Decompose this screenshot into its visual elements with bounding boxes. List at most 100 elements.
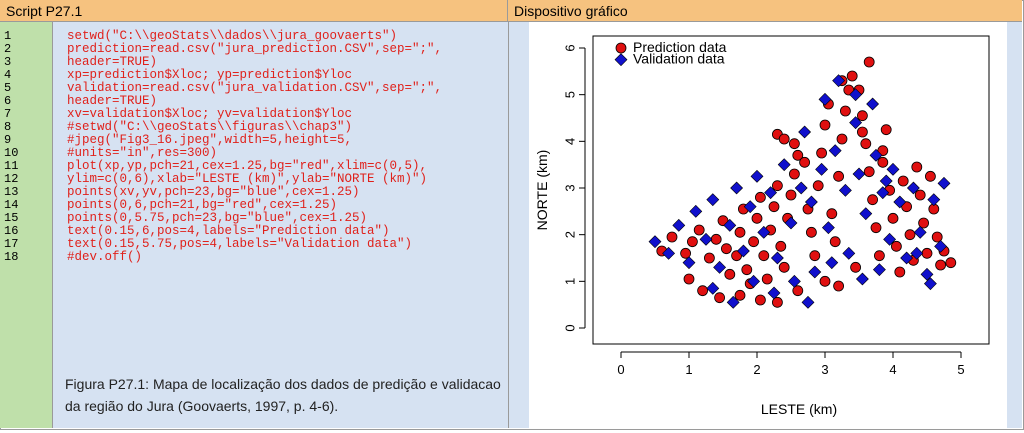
line-number: 14 xyxy=(4,198,19,212)
validation-point xyxy=(784,216,798,230)
prediction-point xyxy=(720,243,732,255)
prediction-point xyxy=(703,252,715,264)
line-number: 8 xyxy=(4,120,12,134)
code-line: text(0.15,6,pos=4,labels="Prediction dat… xyxy=(67,224,390,238)
legend-prediction-marker xyxy=(615,42,627,54)
prediction-point xyxy=(805,226,817,238)
prediction-point xyxy=(819,275,831,287)
validation-point xyxy=(726,295,740,309)
prediction-point xyxy=(754,294,766,306)
validation-point xyxy=(869,148,883,162)
validation-point xyxy=(872,263,886,277)
prediction-point xyxy=(833,280,845,292)
plot-box xyxy=(592,35,990,345)
prediction-point xyxy=(717,215,729,227)
legend-validation-label: Validation data xyxy=(633,51,725,67)
prediction-point xyxy=(816,147,828,159)
line-number: 10 xyxy=(4,146,19,160)
line-number: 9 xyxy=(4,133,12,147)
validation-point xyxy=(818,92,832,106)
figure-caption: Figura P27.1: Mapa de localização dos da… xyxy=(65,376,501,414)
prediction-point xyxy=(833,170,845,182)
line-number: 17 xyxy=(4,237,19,251)
x-tick-label: 3 xyxy=(821,362,828,377)
prediction-point xyxy=(836,133,848,145)
y-tick-label: 0 xyxy=(562,324,577,331)
graphics-device-panel: 0 1 2 3 4 5 0 1 2 3 4 5 6 LESTE (km) NORTE (km) Predict… xyxy=(509,22,1022,428)
code-line: setwd("C:\\geoStats\\dados\\jura_goovaer… xyxy=(67,29,398,43)
y-tick-label: 3 xyxy=(562,184,577,191)
code-line: text(0.15,5.75,pos=4,labels="Validation … xyxy=(67,237,413,251)
prediction-point xyxy=(792,285,804,297)
validation-point xyxy=(883,232,897,246)
code-line: xp=prediction$Xloc; yp=prediction$Yloc xyxy=(67,68,353,82)
validation-point xyxy=(801,295,815,309)
line-number: 7 xyxy=(4,107,12,121)
prediction-point xyxy=(863,56,875,68)
y-tick-label: 4 xyxy=(562,138,577,145)
prediction-point xyxy=(850,261,862,273)
validation-point xyxy=(815,162,829,176)
prediction-point xyxy=(693,224,705,236)
validation-point xyxy=(808,265,822,279)
prediction-point xyxy=(788,168,800,180)
y-tick-label: 2 xyxy=(562,231,577,238)
validation-point xyxy=(859,207,873,221)
validation-point xyxy=(920,267,934,281)
validation-point xyxy=(706,193,720,207)
validation-point xyxy=(852,167,866,181)
code-line: xv=validation$Xloc; yv=validation$Yloc xyxy=(67,107,353,121)
validation-point xyxy=(706,281,720,295)
validation-point xyxy=(876,186,890,200)
validation-point xyxy=(787,274,801,288)
code-line: prediction=read.csv("jura_prediction.CSV… xyxy=(67,42,443,56)
prediction-point xyxy=(894,266,906,278)
validation-point xyxy=(798,125,812,139)
plot-area: 0 1 2 3 4 5 0 1 2 3 4 5 6 LESTE (km) NORTE (km) Predict… xyxy=(529,22,1007,428)
prediction-point xyxy=(734,226,746,238)
validation-point xyxy=(886,162,900,176)
prediction-point xyxy=(683,273,695,285)
prediction-point xyxy=(686,236,698,248)
prediction-point xyxy=(856,126,868,138)
legend-validation-marker xyxy=(614,53,628,67)
code-line: plot(xp,yp,pch=21,cex=1.25,bg="red",xlim… xyxy=(67,159,428,173)
line-number: 6 xyxy=(4,94,12,108)
line-number: 18 xyxy=(4,250,19,264)
prediction-point xyxy=(788,138,800,150)
code-line: points(xv,yv,pch=23,bg="blue",cex=1.25) xyxy=(67,185,360,199)
prediction-point xyxy=(914,189,926,201)
code-line: points(0,6,pch=21,bg="red",cex=1.25) xyxy=(67,198,338,212)
validation-point xyxy=(900,251,914,265)
validation-point xyxy=(838,183,852,197)
prediction-point xyxy=(778,133,790,145)
prediction-point xyxy=(860,138,872,150)
line-number: 13 xyxy=(4,185,19,199)
validation-point xyxy=(648,235,662,249)
validation-point xyxy=(723,218,737,232)
prediction-point xyxy=(741,264,753,276)
validation-point xyxy=(662,246,676,260)
validation-point xyxy=(750,169,764,183)
code-line: header=TRUE) xyxy=(67,55,158,69)
validation-point xyxy=(832,74,846,88)
validation-point xyxy=(672,218,686,232)
validation-point xyxy=(842,246,856,260)
prediction-point xyxy=(887,212,899,224)
prediction-point xyxy=(734,289,746,301)
prediction-point xyxy=(911,161,923,173)
validation-point xyxy=(777,158,791,172)
validation-point xyxy=(937,176,951,190)
line-number: 15 xyxy=(4,211,19,225)
prediction-point xyxy=(890,240,902,252)
validation-point xyxy=(913,225,927,239)
prediction-point xyxy=(918,217,930,229)
prediction-point xyxy=(775,240,787,252)
prediction-point xyxy=(768,201,780,213)
validation-point xyxy=(794,181,808,195)
prediction-point xyxy=(771,180,783,192)
validation-point xyxy=(923,277,937,291)
prediction-point xyxy=(877,156,889,168)
prediction-point xyxy=(812,180,824,192)
prediction-point xyxy=(839,105,851,117)
